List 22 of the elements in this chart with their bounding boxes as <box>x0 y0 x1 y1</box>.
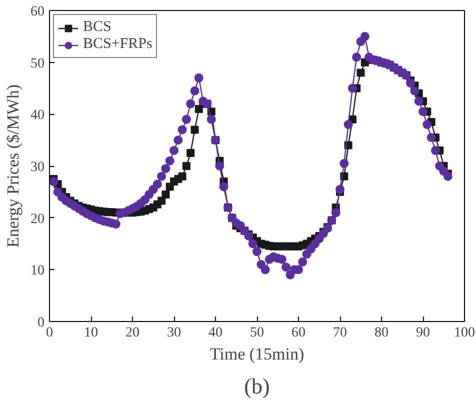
x-tick-label: 20 <box>126 326 140 340</box>
y-axis-title: Energy Prices ($/MWh) <box>4 84 22 248</box>
y-tick-label: 30 <box>30 160 44 175</box>
x-tick-label: 100 <box>454 326 475 340</box>
x-tick-label: 70 <box>333 326 347 340</box>
x-tick-label: 80 <box>374 326 388 340</box>
x-tick-label: 40 <box>208 326 222 340</box>
y-tick-label: 40 <box>30 108 44 124</box>
y-tick-label: 60 <box>30 4 44 20</box>
y-tick-label: 20 <box>30 212 44 227</box>
y-tick-label: 10 <box>30 264 44 279</box>
legend-label: BCS <box>83 19 112 36</box>
y-tick-label: 0 <box>38 316 44 330</box>
x-tick-label: 90 <box>416 326 430 340</box>
x-tick-label: 10 <box>84 326 98 340</box>
x-tick-label: 30 <box>167 326 181 340</box>
y-tick-label: 50 <box>30 56 44 72</box>
text: (b) <box>244 374 270 398</box>
x-axis-title: Time (15min) <box>210 344 304 364</box>
x-tick-label: 60 <box>292 326 306 340</box>
legend-label: BCS+FRPs <box>83 36 152 53</box>
x-tick-label: 50 <box>250 326 264 340</box>
